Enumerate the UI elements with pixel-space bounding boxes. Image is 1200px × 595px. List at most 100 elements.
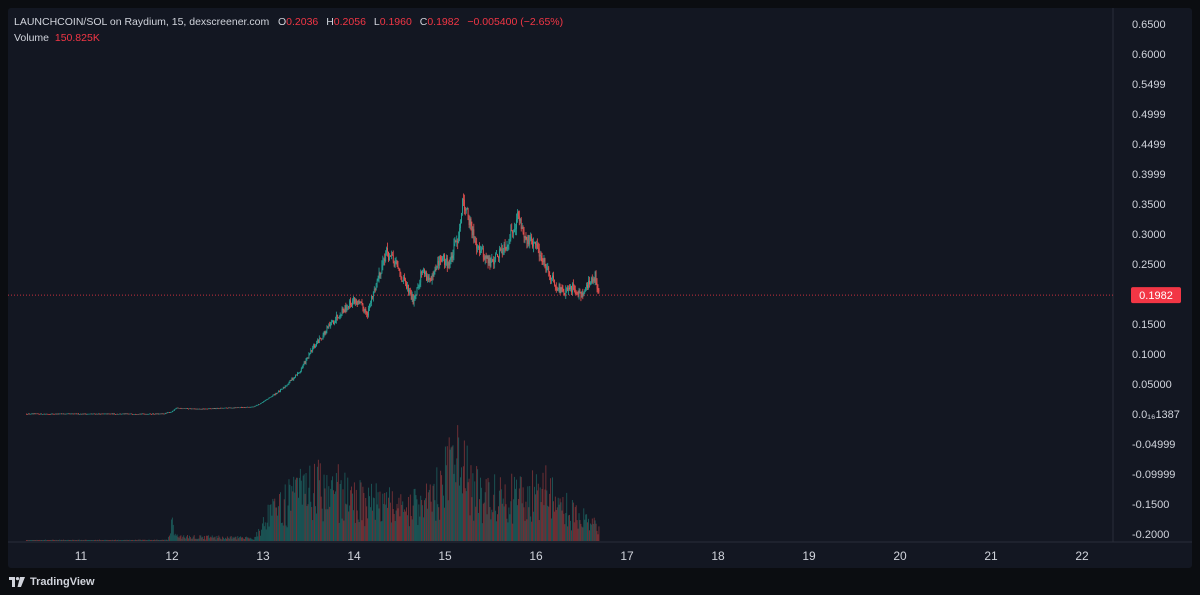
x-tick-label: 18 [711, 549, 725, 563]
volume-bar [489, 507, 491, 541]
candle-body [270, 396, 272, 398]
candle-body [27, 413, 29, 415]
volume-bar [432, 485, 434, 541]
volume-bar [453, 473, 455, 541]
candle-body [328, 324, 330, 328]
candle-body [315, 345, 316, 348]
x-tick-label: 17 [620, 549, 634, 563]
candle-body [580, 291, 582, 297]
volume-bar [41, 540, 43, 541]
candle-body [496, 254, 497, 255]
candle-body [74, 413, 76, 415]
legend-pair: LAUNCHCOIN/SOL on Raydium, 15, dexscreen… [14, 16, 270, 28]
candle-body [455, 240, 457, 242]
candle-body [439, 256, 441, 266]
volume-bar [201, 537, 203, 541]
candle-body [528, 235, 530, 245]
legend-close-value: 0.1982 [427, 16, 460, 28]
candle-body [590, 277, 592, 284]
volume-bar [93, 540, 95, 541]
volume-bar [514, 476, 516, 541]
candle-body [430, 279, 432, 281]
candle-body [186, 408, 187, 409]
volume-bar [337, 464, 339, 541]
volume-bar [145, 540, 147, 541]
volume-bar [569, 514, 571, 541]
candle-body [538, 248, 540, 257]
candle-body [353, 297, 355, 304]
candle-body [231, 407, 233, 409]
footer-bar: TradingView [0, 568, 1200, 595]
volume-bar [134, 540, 135, 541]
volume-bar [376, 504, 378, 541]
volume-bar [464, 488, 466, 541]
volume-bar [410, 515, 412, 541]
volume-bar [258, 528, 260, 541]
volume-bar [510, 501, 512, 541]
volume-bar [311, 507, 313, 541]
volume-bar [372, 497, 374, 541]
volume-bar [584, 519, 586, 541]
candle-body [579, 291, 581, 293]
candle-body [119, 413, 121, 415]
volume-bar [279, 494, 280, 541]
volume-bar [85, 539, 87, 541]
candle-body [50, 413, 52, 415]
volume-bar [226, 536, 228, 541]
candle-body [437, 260, 439, 266]
volume-bar [433, 483, 435, 541]
candle-body [106, 413, 108, 415]
volume-bar [284, 484, 286, 541]
candle-body [408, 289, 410, 293]
candle-body [353, 297, 354, 302]
volume-bar [148, 539, 150, 541]
volume-bar [280, 523, 282, 541]
candle-body [506, 245, 508, 249]
volume-bar [498, 506, 499, 541]
candle-body [131, 413, 133, 415]
candle-body [569, 287, 570, 290]
candle-body [248, 407, 250, 408]
candle-body [76, 413, 78, 415]
candle-body [400, 273, 402, 278]
volume-bar [171, 517, 173, 541]
volume-bar [352, 510, 354, 541]
volume-bar [34, 540, 36, 541]
candle-body [216, 408, 218, 409]
candle-body [271, 396, 273, 397]
volume-bar [568, 515, 570, 541]
candle-body [393, 261, 395, 267]
candle-body [514, 229, 515, 233]
candle-body [513, 232, 515, 234]
chart-frame[interactable]: 0.6500 0.6000 0.5499 0.4999 0.4499 0.3999 0.35… [8, 8, 1192, 568]
volume-bar [350, 490, 352, 541]
volume-bar [84, 539, 86, 541]
candle-body [360, 301, 362, 303]
candle-body [449, 259, 451, 266]
volume-bar [471, 497, 473, 541]
volume-bar [571, 500, 573, 541]
candle-body [526, 239, 528, 245]
tradingview-brand[interactable]: TradingView [9, 574, 95, 590]
candle-body [299, 372, 300, 373]
candle-body [583, 292, 585, 296]
candle-body [49, 414, 51, 415]
candle-body [143, 413, 145, 415]
candle-body [122, 413, 124, 415]
volume-bar [202, 536, 204, 541]
volume-bar [367, 518, 369, 541]
volume-bar [515, 488, 516, 541]
candle-body [127, 413, 129, 415]
candle-body [402, 280, 404, 282]
volume-bar [365, 498, 367, 541]
volume-bar [176, 534, 178, 541]
volume-bar [79, 539, 80, 541]
candle-body [121, 413, 123, 415]
volume-bar [425, 483, 427, 541]
candle-body [291, 378, 293, 381]
volume-bar [146, 540, 148, 541]
chart-canvas[interactable]: 0.6500 0.6000 0.5499 0.4999 0.4499 0.3999 0.35… [8, 8, 1192, 568]
volume-bar [344, 472, 346, 541]
volume-bar [28, 540, 30, 541]
volume-bar [399, 516, 401, 541]
